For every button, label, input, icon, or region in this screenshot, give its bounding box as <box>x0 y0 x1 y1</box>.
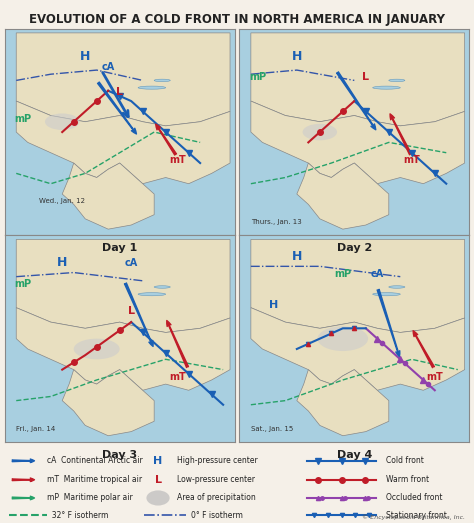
Text: cA: cA <box>371 269 384 279</box>
Text: Area of precipitation: Area of precipitation <box>177 494 255 503</box>
Text: 0° F isotherm: 0° F isotherm <box>191 511 242 520</box>
Text: L: L <box>362 72 369 83</box>
Polygon shape <box>16 101 230 184</box>
Polygon shape <box>62 370 154 436</box>
Ellipse shape <box>146 491 170 506</box>
Ellipse shape <box>73 339 119 359</box>
Text: mP: mP <box>15 279 32 289</box>
Polygon shape <box>16 308 230 390</box>
Text: Sat., Jan. 15: Sat., Jan. 15 <box>251 426 293 431</box>
Text: cA  Continental Arctic air: cA Continental Arctic air <box>46 456 142 465</box>
Text: Stationary front: Stationary front <box>386 511 447 520</box>
Ellipse shape <box>302 124 337 140</box>
Text: Cold front: Cold front <box>386 456 424 465</box>
Text: mP  Maritime polar air: mP Maritime polar air <box>46 494 132 503</box>
Polygon shape <box>297 163 389 229</box>
Text: H: H <box>292 50 302 63</box>
Text: Day 3: Day 3 <box>102 450 137 460</box>
Text: H: H <box>292 250 302 263</box>
Ellipse shape <box>389 286 405 288</box>
Ellipse shape <box>389 79 405 82</box>
Ellipse shape <box>45 113 80 130</box>
Ellipse shape <box>154 79 170 82</box>
Text: H: H <box>80 50 91 63</box>
Text: Low-pressure center: Low-pressure center <box>177 475 255 484</box>
Text: 32° F isotherm: 32° F isotherm <box>46 511 108 520</box>
Ellipse shape <box>138 293 166 296</box>
Text: mP: mP <box>334 269 351 279</box>
Polygon shape <box>251 101 465 184</box>
Polygon shape <box>251 308 465 390</box>
Text: mT  Maritime tropical air: mT Maritime tropical air <box>46 475 142 484</box>
Text: Day 2: Day 2 <box>337 243 372 253</box>
Text: mT: mT <box>427 372 443 382</box>
Ellipse shape <box>373 86 400 89</box>
Text: mT: mT <box>169 372 185 382</box>
Text: Day 4: Day 4 <box>337 450 372 460</box>
Text: Fri., Jan. 14: Fri., Jan. 14 <box>16 426 55 431</box>
Ellipse shape <box>318 326 368 351</box>
Text: H: H <box>269 300 279 310</box>
Polygon shape <box>251 33 465 126</box>
Polygon shape <box>16 33 230 126</box>
Polygon shape <box>297 370 389 436</box>
Text: cA: cA <box>125 258 138 268</box>
Ellipse shape <box>138 86 166 89</box>
Text: Day 1: Day 1 <box>102 243 137 253</box>
Text: L: L <box>155 475 162 485</box>
Text: High-pressure center: High-pressure center <box>177 456 257 465</box>
Text: © Encyclopaedia Britannica, Inc.: © Encyclopaedia Britannica, Inc. <box>362 515 465 520</box>
Text: H: H <box>57 256 67 269</box>
Text: mT: mT <box>403 155 420 165</box>
Polygon shape <box>251 240 465 333</box>
Polygon shape <box>62 163 154 229</box>
Text: EVOLUTION OF A COLD FRONT IN NORTH AMERICA IN JANUARY: EVOLUTION OF A COLD FRONT IN NORTH AMERI… <box>29 13 445 26</box>
Text: H: H <box>154 456 163 466</box>
Text: Thurs., Jan. 13: Thurs., Jan. 13 <box>251 219 301 225</box>
Text: Occluded front: Occluded front <box>386 494 442 503</box>
Ellipse shape <box>154 286 170 288</box>
Text: L: L <box>116 87 123 97</box>
Polygon shape <box>16 240 230 333</box>
Ellipse shape <box>373 293 400 296</box>
Text: L: L <box>128 306 135 316</box>
Text: cA: cA <box>101 62 115 72</box>
Text: mP: mP <box>249 72 266 83</box>
Text: mP: mP <box>15 113 32 124</box>
Text: Warm front: Warm front <box>386 475 429 484</box>
Text: mT: mT <box>169 155 185 165</box>
Text: Wed., Jan. 12: Wed., Jan. 12 <box>39 198 85 204</box>
